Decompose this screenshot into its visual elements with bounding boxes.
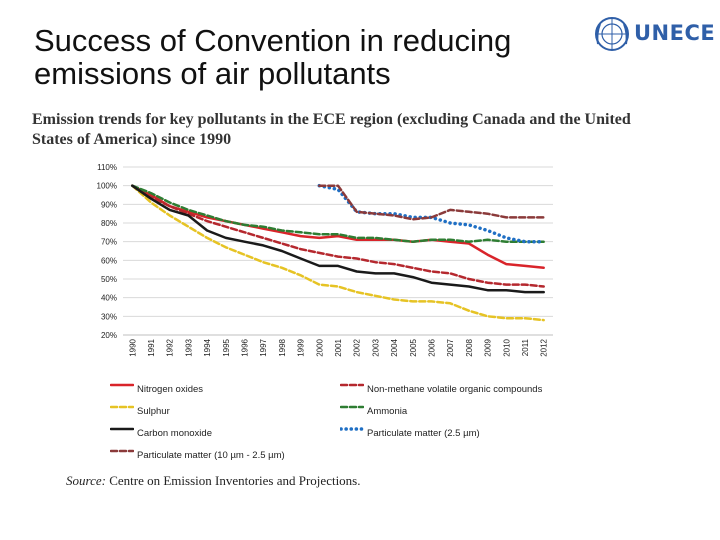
y-tick-label: 90% bbox=[101, 200, 117, 209]
x-tick-label: 1998 bbox=[278, 338, 287, 356]
legend-swatch bbox=[340, 383, 364, 387]
legend-swatch bbox=[110, 427, 134, 431]
legend-swatch bbox=[340, 427, 364, 431]
x-tick-label: 1992 bbox=[166, 338, 175, 356]
unece-logo: UNECE bbox=[592, 14, 716, 54]
legend-swatch bbox=[110, 405, 134, 409]
source-note: Source: Centre on Emission Inventories a… bbox=[66, 473, 361, 489]
un-emblem-icon bbox=[595, 17, 629, 51]
y-tick-label: 110% bbox=[97, 163, 117, 172]
x-tick-label: 2007 bbox=[446, 338, 455, 356]
x-tick-label: 1994 bbox=[203, 338, 212, 356]
y-tick-label: 70% bbox=[101, 238, 117, 247]
x-tick-label: 2009 bbox=[484, 338, 493, 356]
x-tick-label: 1993 bbox=[184, 338, 193, 356]
y-tick-label: 30% bbox=[101, 312, 117, 321]
slide-title: Success of Convention in reducing emissi… bbox=[34, 23, 512, 91]
y-tick-label: 80% bbox=[101, 219, 117, 228]
x-tick-label: 1996 bbox=[241, 338, 250, 356]
series-line bbox=[131, 184, 545, 288]
series-line bbox=[131, 184, 545, 270]
series-line bbox=[131, 184, 545, 322]
x-tick-label: 2005 bbox=[409, 338, 418, 356]
chart-title: Emission trends for key pollutants in th… bbox=[32, 111, 631, 148]
x-tick-label: 1999 bbox=[297, 338, 306, 356]
x-tick-label: 2010 bbox=[502, 338, 511, 356]
legend-label: Particulate matter (2.5 µm) bbox=[367, 428, 480, 439]
x-tick-label: 2012 bbox=[540, 338, 549, 356]
series-line bbox=[317, 183, 546, 244]
legend-swatch bbox=[110, 383, 134, 387]
y-tick-label: 50% bbox=[101, 275, 117, 284]
x-tick-label: 2004 bbox=[390, 338, 399, 356]
x-tick-label: 1997 bbox=[259, 338, 268, 356]
y-tick-label: 40% bbox=[101, 294, 117, 303]
x-tick-label: 2008 bbox=[465, 338, 474, 356]
x-tick-label: 2006 bbox=[427, 338, 436, 356]
series-line bbox=[318, 184, 545, 221]
legend-swatch bbox=[110, 449, 134, 453]
x-tick-label: 2011 bbox=[521, 338, 530, 356]
legend-swatch bbox=[340, 405, 364, 409]
y-tick-label: 20% bbox=[101, 331, 117, 340]
series-line bbox=[131, 184, 545, 243]
x-tick-label: 2001 bbox=[334, 338, 343, 356]
y-tick-label: 60% bbox=[101, 256, 117, 265]
x-tick-label: 1990 bbox=[128, 338, 137, 356]
source-text: Centre on Emission Inventories and Proje… bbox=[105, 473, 361, 488]
x-tick-label: 2000 bbox=[315, 338, 324, 356]
logo-text: UNECE bbox=[634, 21, 716, 45]
source-prefix: Source: bbox=[66, 473, 106, 488]
legend-label: Carbon monoxide bbox=[137, 428, 212, 439]
y-tick-label: 100% bbox=[97, 182, 117, 191]
x-tick-label: 1991 bbox=[147, 338, 156, 356]
x-tick-label: 2003 bbox=[371, 338, 380, 356]
legend-label: Non-methane volatile organic compounds bbox=[367, 384, 543, 395]
series-line bbox=[131, 184, 545, 294]
x-tick-label: 1995 bbox=[222, 338, 231, 356]
legend-label: Ammonia bbox=[367, 406, 408, 417]
legend-label: Sulphur bbox=[137, 406, 170, 417]
legend-label: Nitrogen oxides bbox=[137, 384, 204, 395]
legend-label: Particulate matter (10 µm - 2.5 µm) bbox=[137, 450, 285, 461]
x-tick-label: 2002 bbox=[353, 338, 362, 356]
